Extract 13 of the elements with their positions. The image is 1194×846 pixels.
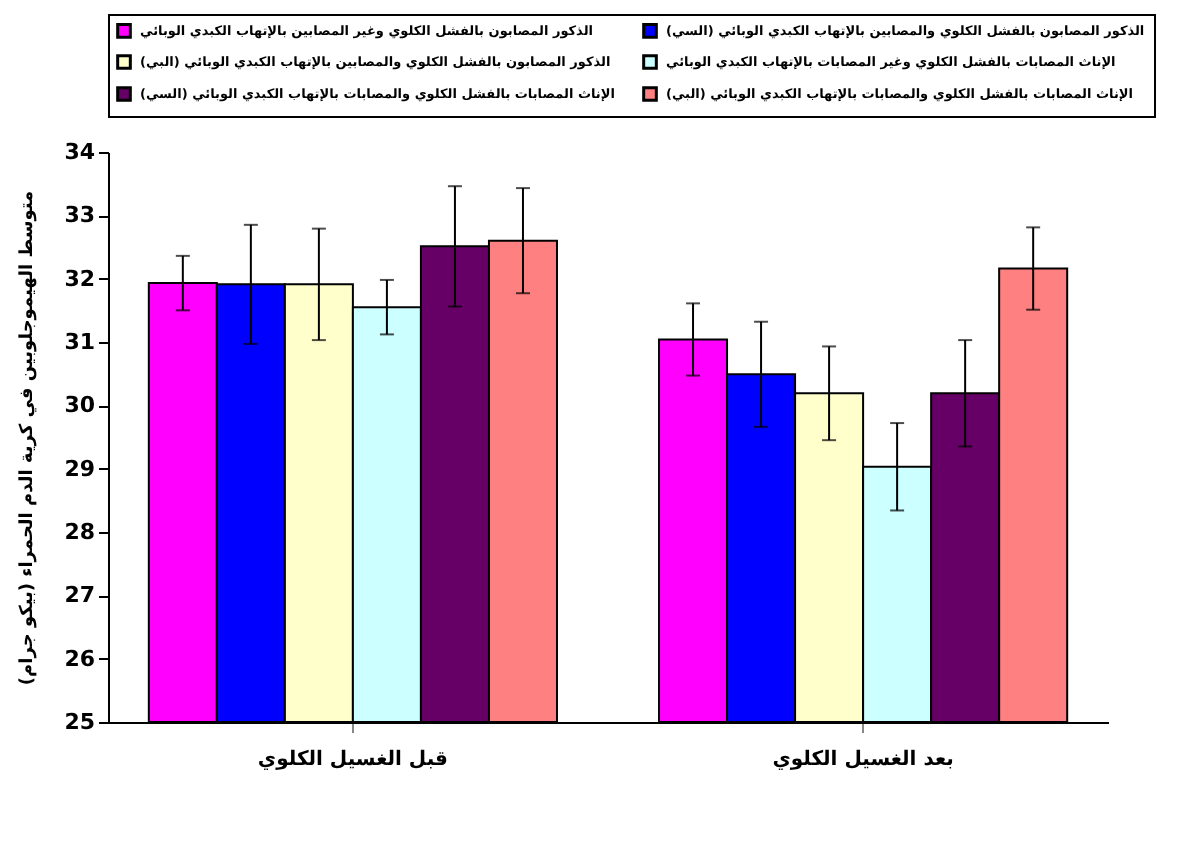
y-tick-label: 34 xyxy=(64,139,96,165)
y-tick-label: 30 xyxy=(64,392,96,419)
y-tick-label: 26 xyxy=(64,645,96,672)
y-tick-label: 32 xyxy=(64,265,95,292)
y-tick-label: 29 xyxy=(64,455,95,482)
y-axis-title: متوسط الهيموجلوبين في كرية الدم الحمراء (بيكو جرام) xyxy=(18,190,39,686)
y-tick-label: 28 xyxy=(64,519,95,545)
y-tick-label: 27 xyxy=(64,582,95,609)
x-tick-label: بعد الغسيل الكلوي xyxy=(772,749,954,771)
y-tick-label: 33 xyxy=(64,202,95,229)
x-tick-label: قبل الغسيل الكلوي xyxy=(257,749,448,771)
y-tick-label: 31 xyxy=(64,329,95,355)
y-tick-label: 25 xyxy=(64,709,95,735)
